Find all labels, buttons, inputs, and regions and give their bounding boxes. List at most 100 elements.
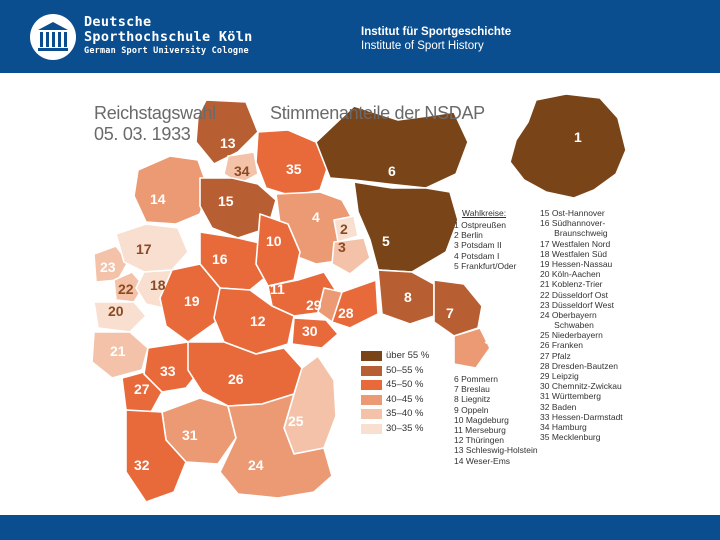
region-label-11: 11	[270, 281, 285, 297]
constituency-key-entry: 21 Koblenz-Trier	[540, 279, 603, 290]
region-28	[331, 279, 379, 329]
constituency-key-entry: 29 Leipzig	[540, 371, 579, 381]
region-label-27: 27	[134, 381, 150, 397]
legend-swatch	[361, 351, 382, 361]
region-label-9: 9	[484, 331, 492, 347]
constituency-key-entry: 34 Hamburg	[540, 421, 587, 432]
constituency-key-entry: 12 Thüringen	[454, 435, 504, 446]
constituency-key-entry: 4 Potsdam I	[454, 250, 500, 261]
map-title-date: 05. 03. 1933	[94, 124, 191, 144]
legend-swatch	[361, 365, 382, 376]
region-label-15: 15	[218, 193, 234, 209]
constituency-key-entry: 22 Düsseldorf Ost	[540, 289, 609, 300]
region-9	[453, 327, 491, 369]
region-30	[291, 317, 339, 349]
university-name: Deutsche Sporthochschule Köln German Spo…	[84, 15, 253, 58]
region-1	[509, 93, 627, 199]
constituency-key-entry: 27 Pfalz	[540, 350, 571, 361]
constituency-key-heading: Wahlkreise:	[462, 208, 507, 218]
constituency-key-entry: 7 Breslau	[454, 384, 490, 395]
region-label-10: 10	[266, 233, 282, 249]
region-12	[213, 287, 295, 355]
region-17	[115, 223, 189, 273]
region-24	[219, 393, 333, 499]
constituency-key-entry: Schwaben	[540, 320, 594, 331]
constituency-key-entry: 26 Franken	[540, 340, 583, 351]
constituency-key-entry: 6 Pommern	[454, 374, 498, 384]
region-label-4: 4	[312, 209, 320, 225]
region-label-16: 16	[212, 251, 228, 267]
region-label-32: 32	[134, 457, 150, 473]
legend-label: 45–50 %	[386, 379, 424, 391]
legend-label: 50–55 %	[386, 364, 424, 376]
region-35	[255, 129, 329, 197]
region-label-2: 2	[340, 221, 348, 237]
columned-building-icon	[38, 22, 68, 51]
region-label-34: 34	[234, 163, 250, 179]
constituency-key-entry: 33 Hessen-Darmstadt	[540, 411, 623, 422]
footer-bar	[0, 515, 720, 540]
university-name-line2: Sporthochschule Köln	[84, 29, 253, 45]
region-label-18: 18	[150, 277, 166, 293]
region-label-24: 24	[248, 457, 264, 473]
constituency-key-entry: 25 Niederbayern	[540, 330, 603, 341]
university-logo	[30, 14, 76, 60]
region-label-6: 6	[388, 163, 396, 179]
institute-name-en: Institute of Sport History	[361, 40, 484, 52]
region-label-22: 22	[118, 281, 134, 297]
legend-label: 40–45 %	[386, 393, 424, 405]
map-title-election: Reichstagswahl	[94, 103, 216, 123]
university-name-line3: German Sport University Cologne	[84, 46, 249, 56]
constituency-key-entry: 23 Düsseldorf West	[540, 299, 615, 310]
region-23	[93, 245, 129, 283]
region-6	[315, 105, 469, 189]
constituency-key-entry: Braunschweig	[540, 228, 608, 239]
constituency-key-entry: 13 Schleswig-Holstein	[454, 445, 538, 456]
constituency-key-entry: 18 Westfalen Süd	[540, 248, 607, 259]
region-label-14: 14	[150, 191, 166, 207]
constituency-key-entry: 15 Ost-Hannover	[540, 208, 605, 218]
region-14	[133, 155, 209, 225]
constituency-key-col2: 15 Ost-Hannover 16 Südhannover- Braunschw…	[540, 208, 623, 442]
region-label-26: 26	[228, 371, 244, 387]
region-label-23: 23	[100, 259, 116, 275]
legend-label: 35–40 %	[386, 408, 424, 420]
constituency-key-entry: 35 Mecklenburg	[540, 432, 601, 443]
region-5	[353, 181, 459, 273]
constituency-key-entry: 30 Chemnitz-Zwickau	[540, 381, 622, 392]
legend-swatch	[361, 423, 382, 434]
region-label-31: 31	[182, 427, 198, 443]
region-label-29: 29	[306, 297, 322, 313]
legend-swatch	[361, 409, 382, 420]
region-34	[223, 151, 259, 185]
constituency-key-col3: 6 Pommern 7 Breslau 8 Liegnitz 9 Oppeln 10 M…	[454, 374, 538, 466]
map-title-vote-share: Stimmenanteile der NSDAP	[270, 103, 485, 123]
region-2	[333, 215, 359, 243]
region-label-13: 13	[220, 135, 236, 151]
constituency-key-entry: 14 Weser-Ems	[454, 455, 511, 466]
region-19	[159, 263, 221, 343]
constituency-key-entry: 31 Württemberg	[540, 391, 601, 402]
germany-constituency-map: 1 13 34 35 6 14 15 4 2 3 5 10 23 17 16 2…	[91, 93, 627, 503]
constituency-key-entry: 16 Südhannover-	[540, 218, 606, 229]
region-label-12: 12	[250, 313, 266, 329]
region-label-8: 8	[404, 289, 412, 305]
legend-label: 30–35 %	[386, 422, 424, 434]
constituency-key-entry: 5 Frankfurt/Oder	[454, 260, 517, 271]
constituency-key-entry: 32 Baden	[540, 401, 577, 412]
region-label-28: 28	[338, 305, 354, 321]
constituency-key-entry: 1 Ostpreußen	[454, 220, 506, 230]
region-32	[125, 409, 187, 503]
region-21	[91, 331, 149, 379]
region-label-3: 3	[338, 239, 346, 255]
region-3	[331, 237, 371, 275]
constituency-key-entry: 17 Westfalen Nord	[540, 238, 611, 249]
constituency-key-entry: 2 Berlin	[454, 230, 483, 241]
region-label-30: 30	[302, 323, 318, 339]
header-bar: Deutsche Sporthochschule Köln German Spo…	[0, 0, 720, 73]
region-label-19: 19	[184, 293, 200, 309]
university-name-line1: Deutsche	[84, 14, 152, 30]
region-label-33: 33	[160, 363, 176, 379]
legend-label: über 55 %	[386, 350, 430, 361]
region-label-1: 1	[574, 129, 582, 145]
